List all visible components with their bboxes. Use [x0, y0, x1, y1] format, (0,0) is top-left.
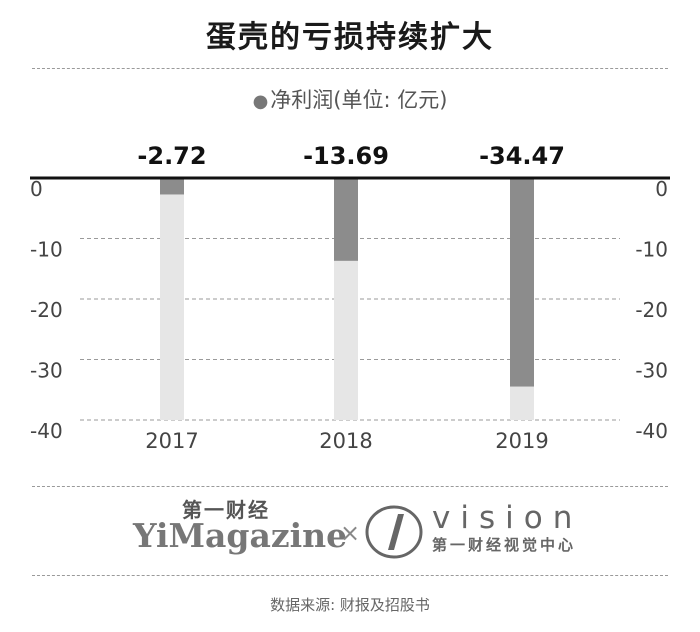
data-label: -2.72	[137, 142, 206, 170]
bars	[160, 178, 534, 387]
legend: ●净利润(单位: 亿元)	[0, 84, 700, 114]
data-source: 数据来源: 财报及招股书	[270, 596, 430, 614]
bar-track	[160, 178, 184, 420]
divider	[32, 575, 668, 576]
bar	[510, 178, 534, 387]
bar	[160, 178, 184, 195]
y-tick-label: -40	[30, 419, 63, 443]
chart-title: 蛋壳的亏损持续扩大	[206, 20, 494, 55]
y-tick-labels-right: 0 -10 -20 -30 -40	[635, 177, 668, 443]
y-tick-label: -30	[635, 359, 668, 383]
y-tick-label: -20	[30, 298, 63, 322]
y-tick-label: -10	[30, 238, 63, 262]
y-tick-label: 0	[30, 177, 43, 201]
vision-logo-icon	[365, 505, 423, 559]
vision-logo-cn: 第一财经视觉中心	[432, 536, 577, 554]
separator-cross: ×	[340, 519, 361, 547]
divider	[32, 486, 668, 487]
x-tick-labels: 2017 2018 2019	[145, 429, 548, 453]
y-tick-label: -10	[635, 238, 668, 262]
legend-marker: ●	[252, 91, 269, 112]
x-tick-label: 2017	[145, 429, 198, 453]
vision-logo-text: vision	[432, 500, 583, 536]
data-labels: -2.72 -13.69 -34.47	[137, 142, 565, 170]
data-label: -34.47	[479, 142, 565, 170]
y-tick-labels-left: 0 -10 -20 -30 -40	[30, 177, 63, 443]
y-tick-label: -30	[30, 359, 63, 383]
bar	[334, 178, 358, 261]
y-tick-label: -40	[635, 419, 668, 443]
y-tick-label: 0	[655, 177, 668, 201]
data-label: -13.69	[303, 142, 389, 170]
yimagazine-logo-cn: 第一财经	[182, 498, 270, 522]
divider	[32, 68, 668, 69]
legend-label: 净利润(单位: 亿元)	[270, 88, 448, 112]
x-tick-label: 2019	[495, 429, 548, 453]
y-tick-label: -20	[635, 298, 668, 322]
yimagazine-logo: YiMagazine	[133, 516, 348, 555]
bar-chart: -2.72 -13.69 -34.47 2017 2018 2019 0 -10 -20 -3…	[30, 142, 670, 453]
x-tick-label: 2018	[319, 429, 372, 453]
